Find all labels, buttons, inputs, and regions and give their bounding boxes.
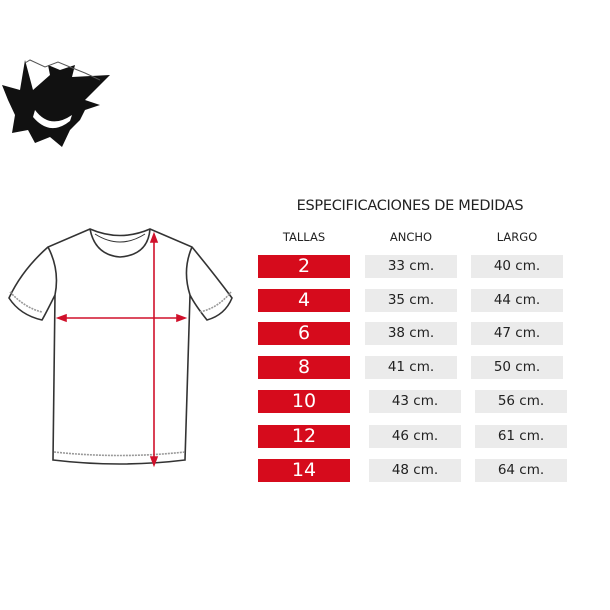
page-title: ESPECIFICACIONES DE MEDIDAS xyxy=(296,198,524,214)
ghost-logo-icon xyxy=(2,59,110,147)
largo-cell: 47 cm. xyxy=(471,322,563,345)
ancho-cell: 38 cm. xyxy=(365,322,457,345)
header-largo: LARGO xyxy=(496,230,538,244)
header-ancho: ANCHO xyxy=(389,230,433,244)
header-tallas: TALLAS xyxy=(282,230,326,244)
largo-cell: 64 cm. xyxy=(475,459,567,482)
largo-cell: 50 cm. xyxy=(471,356,563,379)
ancho-cell: 35 cm. xyxy=(365,289,457,312)
largo-cell: 44 cm. xyxy=(471,289,563,312)
ancho-cell: 41 cm. xyxy=(365,356,457,379)
largo-cell: 40 cm. xyxy=(471,255,563,278)
talla-cell: 4 xyxy=(258,289,350,312)
tshirt-diagram xyxy=(8,228,233,468)
largo-cell: 61 cm. xyxy=(475,425,567,448)
talla-cell: 2 xyxy=(258,255,350,278)
ancho-cell: 43 cm. xyxy=(369,390,461,413)
ancho-cell: 48 cm. xyxy=(369,459,461,482)
talla-cell: 14 xyxy=(258,459,350,482)
talla-cell: 6 xyxy=(258,322,350,345)
ancho-cell: 46 cm. xyxy=(369,425,461,448)
ancho-cell: 33 cm. xyxy=(365,255,457,278)
talla-cell: 10 xyxy=(258,390,350,413)
largo-cell: 56 cm. xyxy=(475,390,567,413)
talla-cell: 8 xyxy=(258,356,350,379)
talla-cell: 12 xyxy=(258,425,350,448)
